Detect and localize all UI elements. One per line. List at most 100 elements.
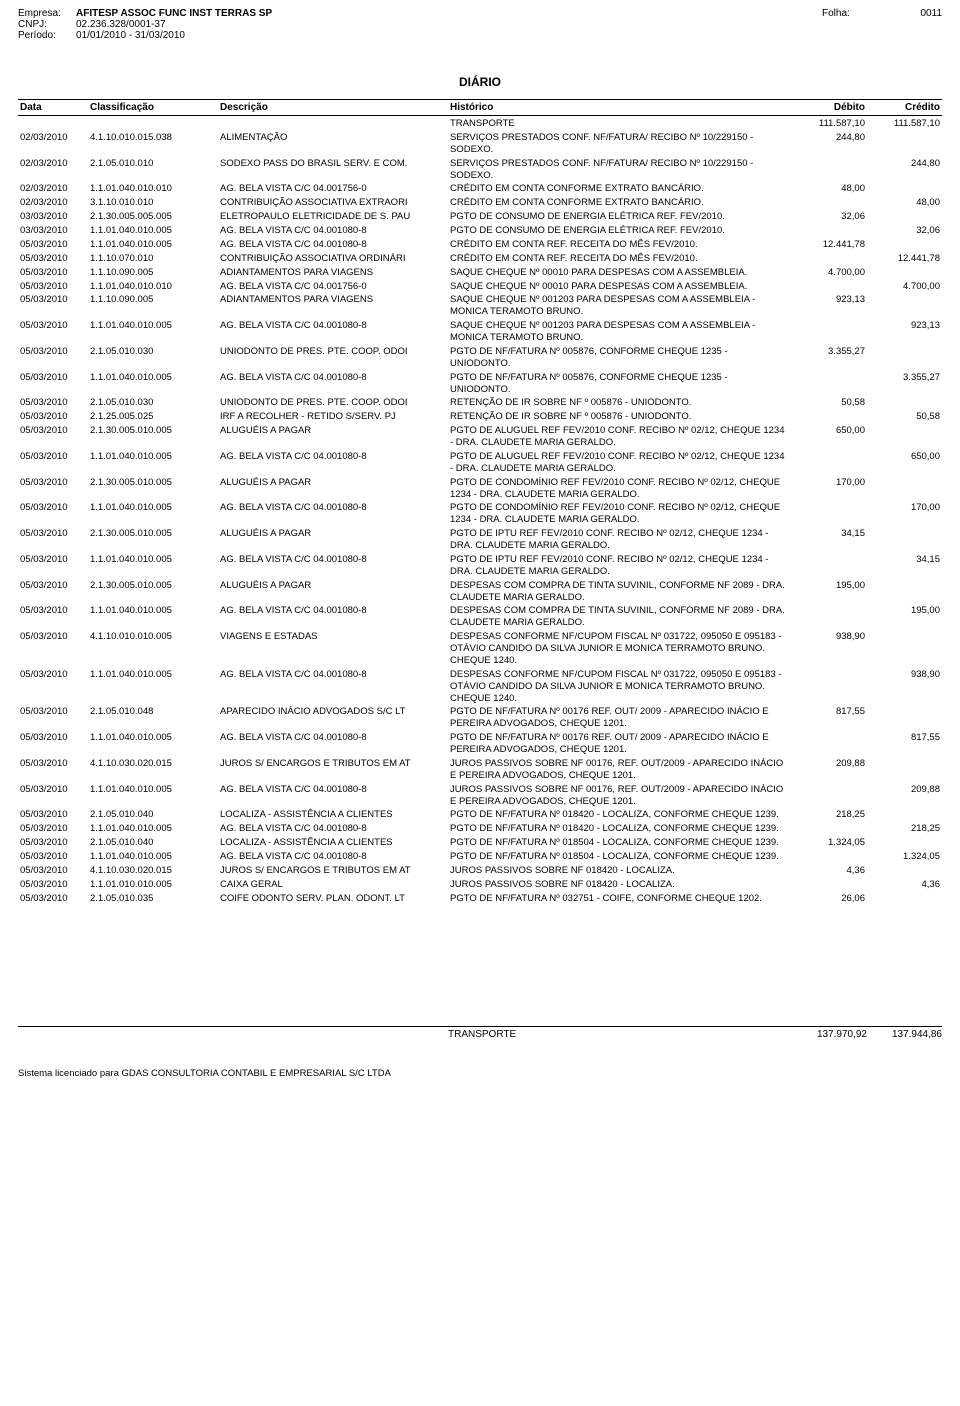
cell-debito: 170,00 (792, 476, 867, 502)
cell-desc: CONTRIBUIÇÃO ASSOCIATIVA EXTRAORI (218, 196, 448, 210)
table-row: 05/03/20104.1.10.030.020.015JUROS S/ ENC… (18, 757, 942, 783)
cell-debito: 12.441,78 (792, 238, 867, 252)
transporte-bottom-label: TRANSPORTE (18, 1029, 792, 1040)
ledger-table: Data Classificação Descrição Histórico D… (18, 99, 942, 906)
table-row: 05/03/20101.1.01.010.010.005CAIXA GERALJ… (18, 878, 942, 892)
cell-class: 2.1.25.005.025 (88, 410, 218, 424)
cell-hist: PGTO DE ALUGUEL REF FEV/2010 CONF. RECIB… (448, 424, 792, 450)
table-row: 05/03/20101.1.01.040.010.005AG. BELA VIS… (18, 604, 942, 630)
cell-hist: DESPESAS CONFORME NF/CUPOM FISCAL Nº 031… (448, 668, 792, 706)
cell-debito: 3.355,27 (792, 345, 867, 371)
cell-desc: AG. BELA VISTA C/C 04.001080-8 (218, 668, 448, 706)
cell-data: 05/03/2010 (18, 476, 88, 502)
cell-hist: PGTO DE NF/FATURA Nº 032751 - COIFE, CON… (448, 892, 792, 906)
report-header: Empresa: AFITESP ASSOC FUNC INST TERRAS … (18, 8, 942, 41)
cell-data: 05/03/2010 (18, 266, 88, 280)
cell-credito: 4.700,00 (867, 280, 942, 294)
cell-credito (867, 238, 942, 252)
cell-desc: AG. BELA VISTA C/C 04.001080-8 (218, 850, 448, 864)
cell-hist: PGTO DE ALUGUEL REF FEV/2010 CONF. RECIB… (448, 450, 792, 476)
col-historico: Histórico (448, 100, 792, 116)
table-row: 05/03/20101.1.01.040.010.005AG. BELA VIS… (18, 319, 942, 345)
transporte-top-credito: 111.587,10 (867, 116, 942, 131)
table-row: 05/03/20102.1.05.010.035COIFE ODONTO SER… (18, 892, 942, 906)
cell-data: 05/03/2010 (18, 238, 88, 252)
cell-debito: 48,00 (792, 182, 867, 196)
table-row: 05/03/20101.1.01.040.010.005AG. BELA VIS… (18, 783, 942, 809)
cell-class: 2.1.30.005.010.005 (88, 476, 218, 502)
col-descricao: Descrição (218, 100, 448, 116)
cell-class: 4.1.10.010.015.038 (88, 131, 218, 157)
table-row: 05/03/20101.1.01.040.010.005AG. BELA VIS… (18, 450, 942, 476)
cell-data: 05/03/2010 (18, 450, 88, 476)
cell-data: 05/03/2010 (18, 319, 88, 345)
col-data: Data (18, 100, 88, 116)
empresa-value: AFITESP ASSOC FUNC INST TERRAS SP (76, 8, 822, 19)
cell-hist: CRÉDITO EM CONTA REF. RECEITA DO MÊS FEV… (448, 252, 792, 266)
table-header-row: Data Classificação Descrição Histórico D… (18, 100, 942, 116)
cell-credito: 50,58 (867, 410, 942, 424)
cell-data: 05/03/2010 (18, 705, 88, 731)
cell-credito: 244,80 (867, 157, 942, 183)
cell-debito (792, 668, 867, 706)
cell-credito (867, 864, 942, 878)
cell-hist: RETENÇÃO DE IR SOBRE NF º 005876 - UNIOD… (448, 396, 792, 410)
cell-desc: ALUGUÉIS A PAGAR (218, 579, 448, 605)
cell-credito: 923,13 (867, 319, 942, 345)
cnpj-value: 02.236.328/0001-37 (76, 19, 942, 30)
table-row: 05/03/20102.1.25.005.025IRF A RECOLHER -… (18, 410, 942, 424)
cell-class: 4.1.10.030.020.015 (88, 864, 218, 878)
cell-debito (792, 319, 867, 345)
cell-data: 02/03/2010 (18, 196, 88, 210)
cell-data: 05/03/2010 (18, 604, 88, 630)
cell-class: 2.1.05.010.030 (88, 345, 218, 371)
cell-desc: CONTRIBUIÇÃO ASSOCIATIVA ORDINÁRI (218, 252, 448, 266)
cell-desc: APARECIDO INÁCIO ADVOGADOS S/C LT (218, 705, 448, 731)
cell-class: 1.1.01.040.010.005 (88, 319, 218, 345)
cell-hist: CRÉDITO EM CONTA CONFORME EXTRATO BANCÁR… (448, 182, 792, 196)
cell-data: 05/03/2010 (18, 757, 88, 783)
cell-desc: LOCALIZA - ASSISTÊNCIA A CLIENTES (218, 836, 448, 850)
table-row: 02/03/20104.1.10.010.015.038ALIMENTAÇÃOS… (18, 131, 942, 157)
table-row: 05/03/20101.1.01.040.010.005AG. BELA VIS… (18, 668, 942, 706)
cell-data: 05/03/2010 (18, 892, 88, 906)
cell-credito: 170,00 (867, 501, 942, 527)
cell-class: 2.1.05.010.010 (88, 157, 218, 183)
cell-hist: DESPESAS CONFORME NF/CUPOM FISCAL Nº 031… (448, 630, 792, 668)
cell-credito: 938,90 (867, 668, 942, 706)
cell-credito (867, 527, 942, 553)
cell-class: 1.1.10.090.005 (88, 293, 218, 319)
cell-class: 2.1.05.010.040 (88, 836, 218, 850)
cell-data: 02/03/2010 (18, 131, 88, 157)
cell-desc: SODEXO PASS DO BRASIL SERV. E COM. (218, 157, 448, 183)
cell-credito: 34,15 (867, 553, 942, 579)
cell-credito (867, 182, 942, 196)
cell-class: 4.1.10.010.010.005 (88, 630, 218, 668)
cell-desc: AG. BELA VISTA C/C 04.001080-8 (218, 238, 448, 252)
cell-hist: DESPESAS COM COMPRA DE TINTA SUVINIL, CO… (448, 604, 792, 630)
cell-debito: 4,36 (792, 864, 867, 878)
periodo-label: Período: (18, 30, 76, 41)
cell-class: 4.1.10.030.020.015 (88, 757, 218, 783)
periodo-value: 01/01/2010 - 31/03/2010 (76, 30, 942, 41)
transporte-top-label: TRANSPORTE (448, 116, 792, 131)
cell-data: 05/03/2010 (18, 731, 88, 757)
cell-class: 2.1.05.010.048 (88, 705, 218, 731)
cell-class: 3.1.10.010.010 (88, 196, 218, 210)
table-row: 05/03/20101.1.01.040.010.005AG. BELA VIS… (18, 731, 942, 757)
cell-debito (792, 822, 867, 836)
cell-credito (867, 131, 942, 157)
cell-data: 05/03/2010 (18, 864, 88, 878)
table-row: 05/03/20101.1.01.040.010.005AG. BELA VIS… (18, 501, 942, 527)
cell-credito: 817,55 (867, 731, 942, 757)
table-row: 02/03/20102.1.05.010.010SODEXO PASS DO B… (18, 157, 942, 183)
cell-desc: ALIMENTAÇÃO (218, 131, 448, 157)
cell-credito: 12.441,78 (867, 252, 942, 266)
cell-data: 05/03/2010 (18, 878, 88, 892)
cell-hist: SAQUE CHEQUE Nº 00010 PARA DESPESAS COM … (448, 266, 792, 280)
cell-credito: 1.324,05 (867, 850, 942, 864)
cell-class: 2.1.05.010.040 (88, 808, 218, 822)
cell-debito: 938,90 (792, 630, 867, 668)
cell-hist: PGTO DE NF/FATURA Nº 005876, CONFORME CH… (448, 371, 792, 397)
cell-class: 1.1.10.070.010 (88, 252, 218, 266)
